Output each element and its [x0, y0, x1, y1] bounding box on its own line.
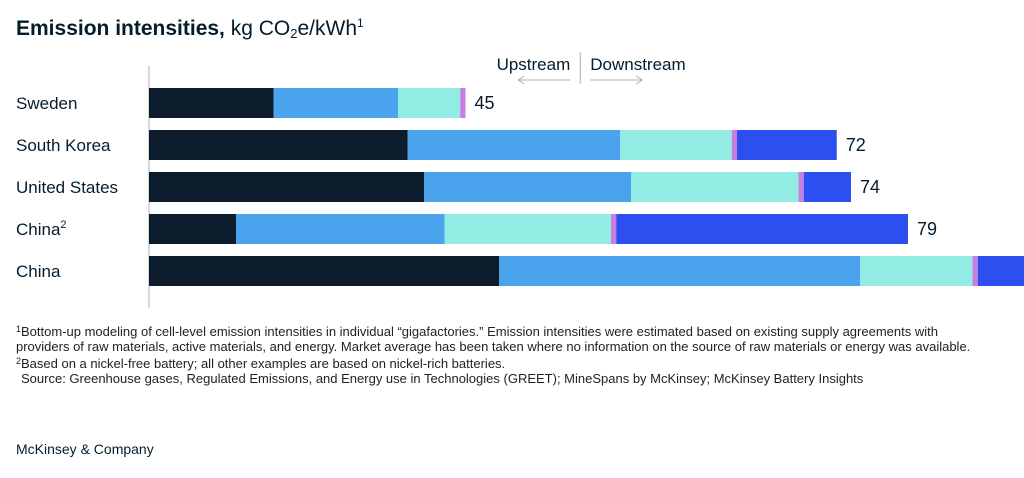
total-label: 74 — [860, 177, 880, 197]
bar-segment-2 — [273, 88, 398, 118]
footnote-2: 2Based on a nickel-free battery; all oth… — [16, 356, 506, 371]
brand-logo: McKinsey & Company — [16, 441, 154, 457]
category-label: China2 — [16, 219, 67, 239]
bar-segment-4 — [972, 256, 978, 286]
bar-segment-3 — [444, 214, 611, 244]
title-main: Emission intensities, — [16, 17, 225, 40]
stacked-bar-chart: Upstream Downstream Sweden 45 South Korea 72 U… — [16, 52, 1024, 308]
bar-segment-3 — [398, 88, 461, 118]
upstream-arrow-head — [517, 75, 525, 85]
bar-segment-3 — [860, 256, 973, 286]
total-label: 72 — [846, 135, 866, 155]
category-label: China — [16, 262, 61, 281]
bar-segment-4 — [460, 88, 466, 118]
bar-segment-2 — [407, 130, 620, 160]
bar-segment-1 — [149, 172, 425, 202]
bar-segment-4 — [731, 130, 737, 160]
bar-segment-3 — [620, 130, 732, 160]
category-label: Sweden — [16, 94, 77, 113]
bar-segment-1 — [149, 88, 274, 118]
bar-segment-2 — [499, 256, 860, 286]
category-label: United States — [16, 178, 118, 197]
upstream-label: Upstream — [497, 55, 571, 74]
bar-segment-1 — [149, 256, 500, 286]
total-label: 79 — [917, 219, 937, 239]
bar-segment-5 — [616, 214, 908, 244]
bar-segment-3 — [631, 172, 799, 202]
total-label: 45 — [475, 93, 495, 113]
bar-segment-1 — [149, 130, 408, 160]
bar-segment-5 — [977, 256, 1024, 286]
title-unit: kg CO2e/kWh1 — [230, 16, 364, 41]
bar-segment-4 — [611, 214, 617, 244]
bar-segment-2 — [236, 214, 445, 244]
downstream-arrow-head — [635, 75, 644, 85]
footnotes: 1Bottom-up modeling of cell-level emissi… — [16, 322, 986, 386]
bar-segment-5 — [803, 172, 851, 202]
downstream-label: Downstream — [590, 55, 685, 74]
footnote-1: 1Bottom-up modeling of cell-level emissi… — [16, 324, 971, 354]
bar-segment-2 — [424, 172, 632, 202]
bar-segment-5 — [737, 130, 837, 160]
bar-segment-1 — [149, 214, 236, 244]
chart-title: Emission intensities, kg CO2e/kWh1 — [16, 16, 364, 41]
source-note: Source: Greenhouse gases, Regulated Emis… — [21, 371, 864, 386]
bar-segment-4 — [798, 172, 804, 202]
category-label: South Korea — [16, 136, 111, 155]
